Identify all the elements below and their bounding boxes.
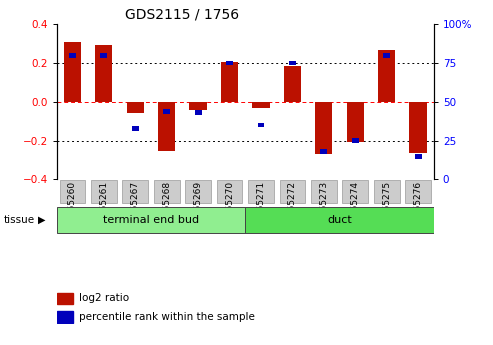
FancyBboxPatch shape xyxy=(60,180,85,203)
Bar xyxy=(245,207,434,233)
Text: GSM65276: GSM65276 xyxy=(414,181,423,230)
Bar xyxy=(410,102,427,153)
Text: GSM65272: GSM65272 xyxy=(288,181,297,230)
FancyBboxPatch shape xyxy=(91,180,117,203)
Bar xyxy=(189,102,207,109)
FancyBboxPatch shape xyxy=(374,180,400,203)
Text: tissue: tissue xyxy=(4,215,35,225)
Text: GSM65269: GSM65269 xyxy=(194,181,203,230)
Bar xyxy=(257,122,264,128)
FancyBboxPatch shape xyxy=(154,180,179,203)
Text: GSM65260: GSM65260 xyxy=(68,181,77,230)
Bar xyxy=(352,138,359,143)
Bar xyxy=(57,311,73,323)
FancyBboxPatch shape xyxy=(216,180,243,203)
FancyBboxPatch shape xyxy=(248,180,274,203)
Bar xyxy=(383,53,390,58)
Text: ▶: ▶ xyxy=(38,215,46,225)
Text: GSM65273: GSM65273 xyxy=(319,181,328,230)
Bar xyxy=(57,293,73,304)
Text: GSM65275: GSM65275 xyxy=(382,181,391,230)
Text: GSM65271: GSM65271 xyxy=(256,181,266,230)
Bar xyxy=(158,102,176,151)
Text: log2 ratio: log2 ratio xyxy=(79,294,129,303)
FancyBboxPatch shape xyxy=(311,180,337,203)
Text: percentile rank within the sample: percentile rank within the sample xyxy=(79,312,255,322)
Bar xyxy=(347,102,364,141)
Text: GSM65268: GSM65268 xyxy=(162,181,171,230)
FancyBboxPatch shape xyxy=(280,180,305,203)
Text: GSM65261: GSM65261 xyxy=(99,181,108,230)
Bar xyxy=(415,154,422,159)
FancyBboxPatch shape xyxy=(342,180,368,203)
Text: GSM65270: GSM65270 xyxy=(225,181,234,230)
Text: GSM65267: GSM65267 xyxy=(131,181,140,230)
FancyBboxPatch shape xyxy=(122,180,148,203)
Bar xyxy=(252,102,270,108)
Text: GSM65274: GSM65274 xyxy=(351,181,360,230)
Text: duct: duct xyxy=(327,215,352,225)
Bar xyxy=(315,102,332,154)
Bar xyxy=(101,53,107,58)
Bar xyxy=(163,109,170,114)
Bar xyxy=(284,66,301,102)
Bar xyxy=(378,50,395,102)
Bar xyxy=(127,102,144,114)
Bar xyxy=(57,207,245,233)
Bar xyxy=(64,42,81,102)
FancyBboxPatch shape xyxy=(405,180,431,203)
Text: GDS2115 / 1756: GDS2115 / 1756 xyxy=(125,8,239,22)
Bar xyxy=(320,149,327,154)
Text: terminal end bud: terminal end bud xyxy=(103,215,199,225)
Bar xyxy=(289,60,296,66)
Bar xyxy=(226,60,233,66)
FancyBboxPatch shape xyxy=(185,180,211,203)
Bar xyxy=(95,46,112,102)
Bar xyxy=(195,110,202,115)
Bar xyxy=(69,53,76,58)
Bar xyxy=(132,126,139,131)
Bar xyxy=(221,62,238,102)
